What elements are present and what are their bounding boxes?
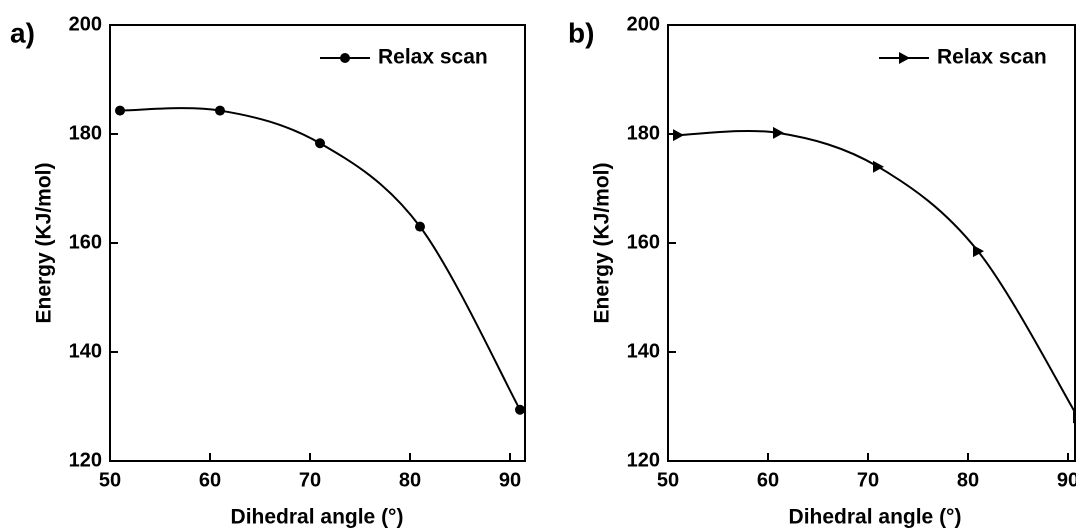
marker xyxy=(973,245,984,258)
marker xyxy=(773,126,784,139)
y-tick-label: 200 xyxy=(69,13,102,35)
y-tick-label: 120 xyxy=(627,449,660,471)
y-tick-label: 180 xyxy=(627,122,660,144)
x-axis-label: Dihedral angle (°) xyxy=(789,506,962,529)
legend-marker xyxy=(340,53,350,63)
legend-label: Relax scan xyxy=(378,46,488,69)
legend-label: Relax scan xyxy=(937,46,1047,69)
y-tick-label: 180 xyxy=(69,122,102,144)
y-axis-label: Energy (KJ/mol) xyxy=(33,162,56,323)
x-tick-label: 80 xyxy=(957,469,979,491)
marker xyxy=(673,129,684,142)
marker xyxy=(315,138,325,149)
x-tick-label: 50 xyxy=(99,469,121,491)
panel-label: b) xyxy=(568,17,594,48)
plot-frame xyxy=(109,24,526,462)
y-tick-label: 160 xyxy=(69,231,102,253)
x-tick-label: 70 xyxy=(299,469,321,491)
marker xyxy=(115,105,125,116)
marker xyxy=(873,160,884,173)
line xyxy=(677,129,1076,416)
y-axis-label: Energy (KJ/mol) xyxy=(591,162,614,323)
x-tick-label: 50 xyxy=(657,469,679,491)
panel-label: a) xyxy=(10,17,35,48)
x-tick-label: 60 xyxy=(757,469,779,491)
x-tick-label: 60 xyxy=(199,469,221,491)
legend-marker xyxy=(899,52,910,64)
line xyxy=(119,107,521,411)
x-tick-label: 90 xyxy=(499,469,521,491)
marker xyxy=(515,404,525,415)
marker xyxy=(215,105,225,116)
marker xyxy=(415,221,425,232)
y-tick-label: 140 xyxy=(69,340,102,362)
x-tick-label: 80 xyxy=(399,469,421,491)
plot-frame xyxy=(667,24,1076,462)
y-tick-label: 200 xyxy=(627,13,660,35)
y-tick-label: 160 xyxy=(627,231,660,253)
y-tick-label: 140 xyxy=(627,340,660,362)
x-tick-label: 70 xyxy=(857,469,879,491)
x-tick-label: 90 xyxy=(1057,469,1076,491)
y-tick-label: 120 xyxy=(69,449,102,471)
x-axis-label: Dihedral angle (°) xyxy=(231,506,404,529)
marker xyxy=(1073,411,1076,424)
